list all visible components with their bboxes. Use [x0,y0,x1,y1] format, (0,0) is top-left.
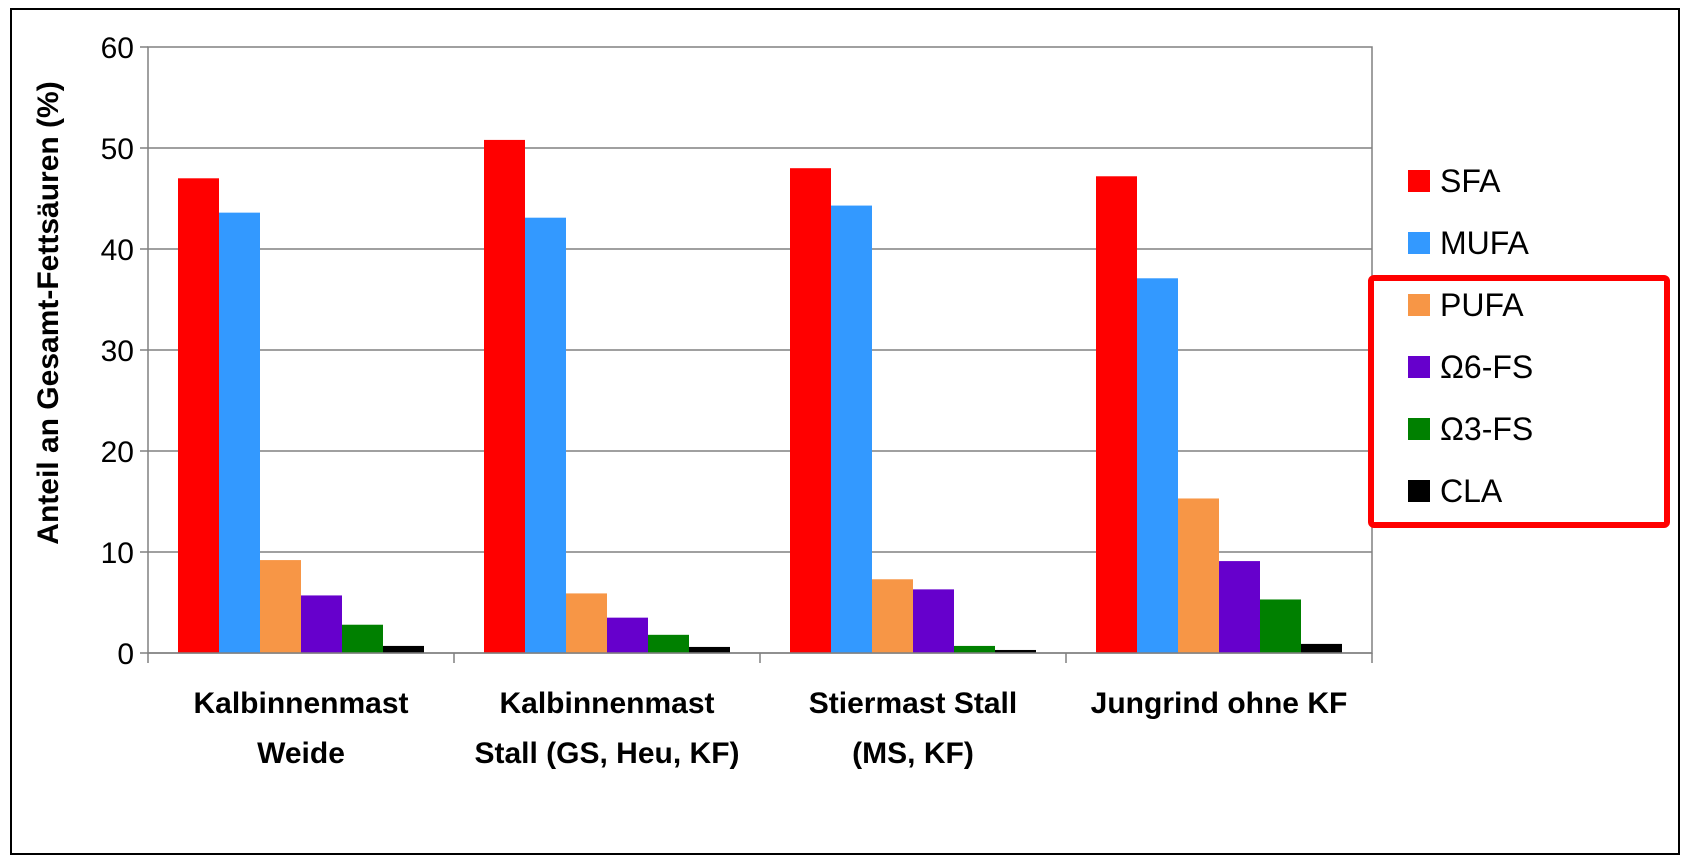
bar-6fs-1 [607,617,648,653]
bar-cla-2 [995,649,1036,653]
bar-3fs-0 [342,624,383,653]
bar-3fs-3 [1260,599,1301,653]
legend-swatch [1408,294,1430,316]
y-tick-label: 60 [101,32,134,65]
bar-cla-1 [689,646,730,653]
legend-swatch [1408,418,1430,440]
legend-label: SFA [1440,163,1501,199]
y-axis-label: Anteil an Gesamt-Fettsäuren (%) [32,81,65,544]
x-category-label: Kalbinnenmast [193,687,408,720]
bar-sfa-1 [484,139,525,654]
bar-mufa-1 [525,217,566,653]
legend-label: Ω6-FS [1440,349,1533,385]
legend-swatch [1408,232,1430,254]
legend-highlight-box [1368,275,1670,528]
x-category-label: Kalbinnenmast [499,687,714,720]
x-category-label: Weide [257,737,345,770]
bar-pufa-3 [1178,498,1219,653]
y-tick-label: 20 [101,436,134,469]
x-category-label: Jungrind ohne KF [1091,687,1348,720]
y-tick-label: 50 [101,133,134,166]
bar-mufa-3 [1137,278,1178,653]
legend-label: CLA [1440,473,1503,509]
x-category-label: (MS, KF) [852,737,974,770]
bar-sfa-2 [790,168,831,653]
legend-label: Ω3-FS [1440,411,1533,447]
legend-swatch [1408,356,1430,378]
bar-mufa-2 [831,205,872,653]
legend-label: MUFA [1440,225,1530,261]
bar-6fs-2 [913,589,954,653]
legend-swatch [1408,170,1430,192]
bar-pufa-1 [566,593,607,653]
y-tick-label: 30 [101,335,134,368]
y-tick-label: 10 [101,537,134,570]
bar-cla-3 [1301,643,1342,653]
bar-cla-0 [383,645,424,653]
x-category-label: Stall (GS, Heu, KF) [474,737,739,770]
bar-6fs-0 [301,595,342,653]
bar-mufa-0 [219,212,260,653]
bar-pufa-2 [872,579,913,653]
y-tick-label: 40 [101,234,134,267]
bar-sfa-0 [178,178,219,654]
bar-3fs-1 [648,634,689,653]
bar-pufa-0 [260,560,301,653]
y-tick-label: 0 [117,638,134,671]
bar-3fs-2 [954,645,995,653]
legend-swatch [1408,480,1430,502]
bar-6fs-3 [1219,561,1260,653]
legend-label: PUFA [1440,287,1524,323]
bar-sfa-3 [1096,176,1137,653]
x-category-label: Stiermast Stall [809,687,1017,720]
